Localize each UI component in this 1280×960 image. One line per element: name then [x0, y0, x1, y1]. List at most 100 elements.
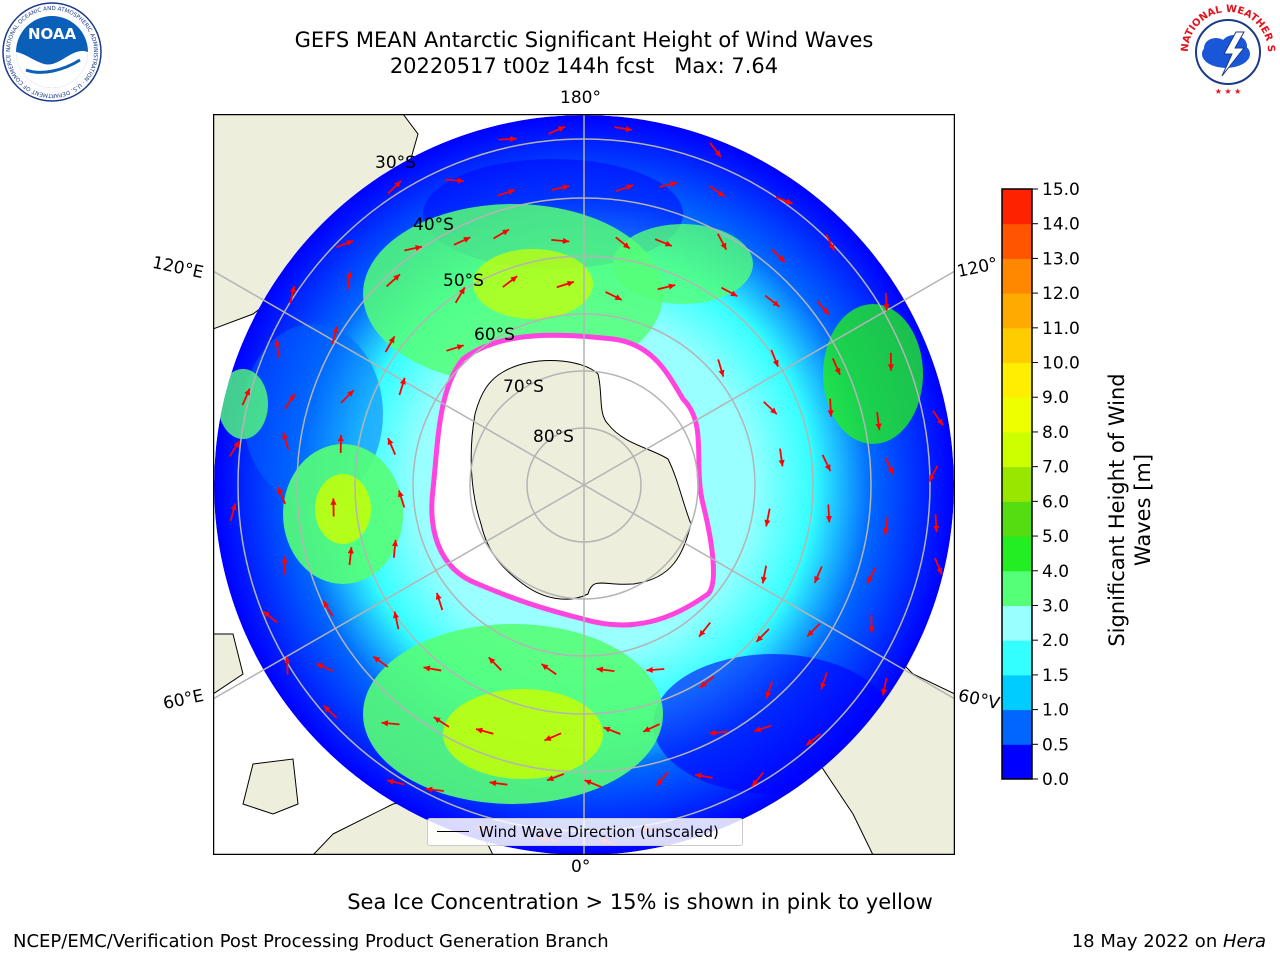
noaa-logo-text: NOAA	[28, 25, 77, 43]
meridian-60e-120w	[213, 270, 955, 700]
colorbar-tick-label: 9.0	[1042, 388, 1069, 408]
wind-wave-arrow	[646, 666, 665, 673]
antarctica-continent	[470, 359, 692, 600]
wind-wave-arrow	[544, 732, 562, 742]
colorbar-tick-label: 4.0	[1042, 562, 1069, 582]
colorbar-bin	[1002, 501, 1032, 537]
wind-wave-arrow	[827, 398, 834, 417]
wind-wave-arrow	[932, 410, 944, 427]
footer-date: 18 May 2022 on Hera	[1072, 931, 1266, 952]
footer-credit: NCEP/EMC/Verification Post Processing Pr…	[13, 931, 609, 952]
wind-wave-arrow	[386, 778, 405, 786]
wind-wave-arrow	[820, 672, 828, 690]
wind-wave-arrow	[699, 675, 715, 689]
legend-label: Wind Wave Direction (unscaled)	[479, 823, 719, 841]
colorbar-tick-label: 10.0	[1042, 354, 1080, 374]
wind-wave-arrow	[475, 727, 494, 735]
wind-wave-arrow	[498, 135, 517, 143]
wind-wave-arrow	[322, 704, 338, 719]
map-frame	[213, 114, 955, 855]
polar-map: 30°S 40°S 50°S 60°S 70°S 80°S	[213, 114, 955, 855]
wind-wave-arrow	[655, 771, 669, 787]
wind-wave-arrow	[657, 283, 676, 291]
wind-wave-arrow	[331, 326, 339, 344]
colorbar-bin	[1002, 674, 1032, 711]
wind-wave-arrow	[764, 294, 780, 308]
colorbar-bin	[1002, 709, 1032, 745]
colorbar-ticks: 0.0 0.5 1.0 1.5 2.0 3.0 4.0 5.0 6.0 7.0 8.0 9.0 10.0…	[1032, 180, 1080, 790]
wind-wave-arrow	[347, 547, 354, 566]
wind-wave-arrow	[337, 435, 344, 454]
wind-wave-arrow	[709, 185, 726, 198]
sea-ice-note: Sea Ice Concentration > 15% is shown in …	[347, 890, 933, 914]
wind-wave-arrow	[642, 723, 660, 733]
wind-wave-arrow	[336, 239, 354, 249]
wind-wave-arrow	[694, 772, 713, 779]
wind-wave-arrow	[548, 125, 566, 135]
colorbar-bin	[1002, 189, 1032, 225]
wind-wave-arrow	[825, 504, 832, 523]
lon-label-60e: 60°E	[161, 685, 206, 715]
colorbar-bin	[1002, 258, 1032, 294]
wind-wave-arrow	[813, 566, 823, 584]
colorbar-tick-label: 1.5	[1042, 666, 1069, 686]
wind-wave-arrow	[717, 233, 728, 251]
wind-wave-arrow	[346, 271, 353, 290]
wind-wave-arrow	[277, 486, 287, 505]
colorbar-bin	[1002, 293, 1032, 329]
colorbar-tick-label: 6.0	[1042, 492, 1069, 512]
lon-label-0: 0°	[571, 857, 591, 877]
wind-wave-arrow	[381, 720, 400, 727]
colorbar-tick-label: 12.0	[1042, 284, 1080, 304]
wind-wave-arrow	[805, 733, 821, 746]
wind-wave-arrow	[584, 779, 602, 788]
wind-wave-arrow	[821, 454, 832, 472]
legend-line-sample	[437, 831, 469, 832]
wind-wave-arrow	[659, 181, 678, 188]
wind-wave-arrow	[933, 514, 940, 533]
wind-wave-arrow	[425, 786, 444, 793]
wind-wave-arrow	[284, 393, 296, 410]
colorbar-tick-label: 3.0	[1042, 596, 1069, 616]
lat-label-80s: 80°S	[533, 427, 574, 447]
wind-wave-arrow	[454, 286, 466, 304]
wind-wave-arrow	[502, 275, 518, 288]
lat-label-40s: 40°S	[413, 215, 454, 235]
colorbar-bin	[1002, 431, 1032, 468]
wind-wave-arrow	[764, 508, 771, 527]
wind-wave-arrow	[875, 412, 882, 431]
colorbar-bin	[1002, 362, 1032, 398]
colorbar-bin	[1002, 744, 1032, 780]
wind-wave-arrow	[372, 655, 389, 668]
wind-wave-arrow	[453, 236, 471, 246]
chart-subtitle: 20220517 t00z 144h fcst Max: 7.64	[389, 54, 779, 78]
colorbar-bin	[1002, 570, 1032, 606]
wind-wave-arrow	[884, 457, 894, 475]
colorbar-bin	[1002, 327, 1032, 364]
colorbar-bin	[1002, 605, 1032, 641]
wind-wave-arrow	[384, 335, 396, 353]
wind-wave-arrow	[753, 724, 772, 733]
wind-wave-arrow	[316, 662, 334, 672]
wind-wave-arrow	[489, 780, 508, 787]
lat-label-30s: 30°S	[375, 153, 416, 173]
wind-wave-arrow	[340, 389, 355, 404]
wind-wave-arrow	[289, 285, 296, 304]
colorbar: 0.0 0.5 1.0 1.5 2.0 3.0 4.0 5.0 6.0 7.0 8.0 9.0 10.0…	[1001, 180, 1080, 790]
wind-wave-arrow	[933, 557, 943, 575]
colorbar-tick-label: 15.0	[1042, 180, 1080, 200]
colorbar-tick-label: 14.0	[1042, 215, 1080, 235]
lat-label-50s: 50°S	[443, 271, 484, 291]
wind-wave-arrows	[229, 125, 944, 847]
wind-wave-arrow	[556, 280, 575, 289]
grid-lines	[213, 114, 955, 855]
colorbar-tick-label: 0.5	[1042, 735, 1069, 755]
colorbar-bin	[1002, 466, 1032, 502]
chart-title: GEFS MEAN Antarctic Significant Height o…	[294, 28, 874, 52]
colorbar-tick-label: 1.0	[1042, 701, 1069, 721]
lat-label-60s: 60°S	[474, 325, 515, 345]
svg-text:★ ★ ★: ★ ★ ★	[1215, 87, 1242, 96]
wind-wave-arrow	[882, 516, 889, 535]
wind-wave-arrow	[615, 184, 634, 192]
wind-wave-arrow	[760, 565, 768, 584]
